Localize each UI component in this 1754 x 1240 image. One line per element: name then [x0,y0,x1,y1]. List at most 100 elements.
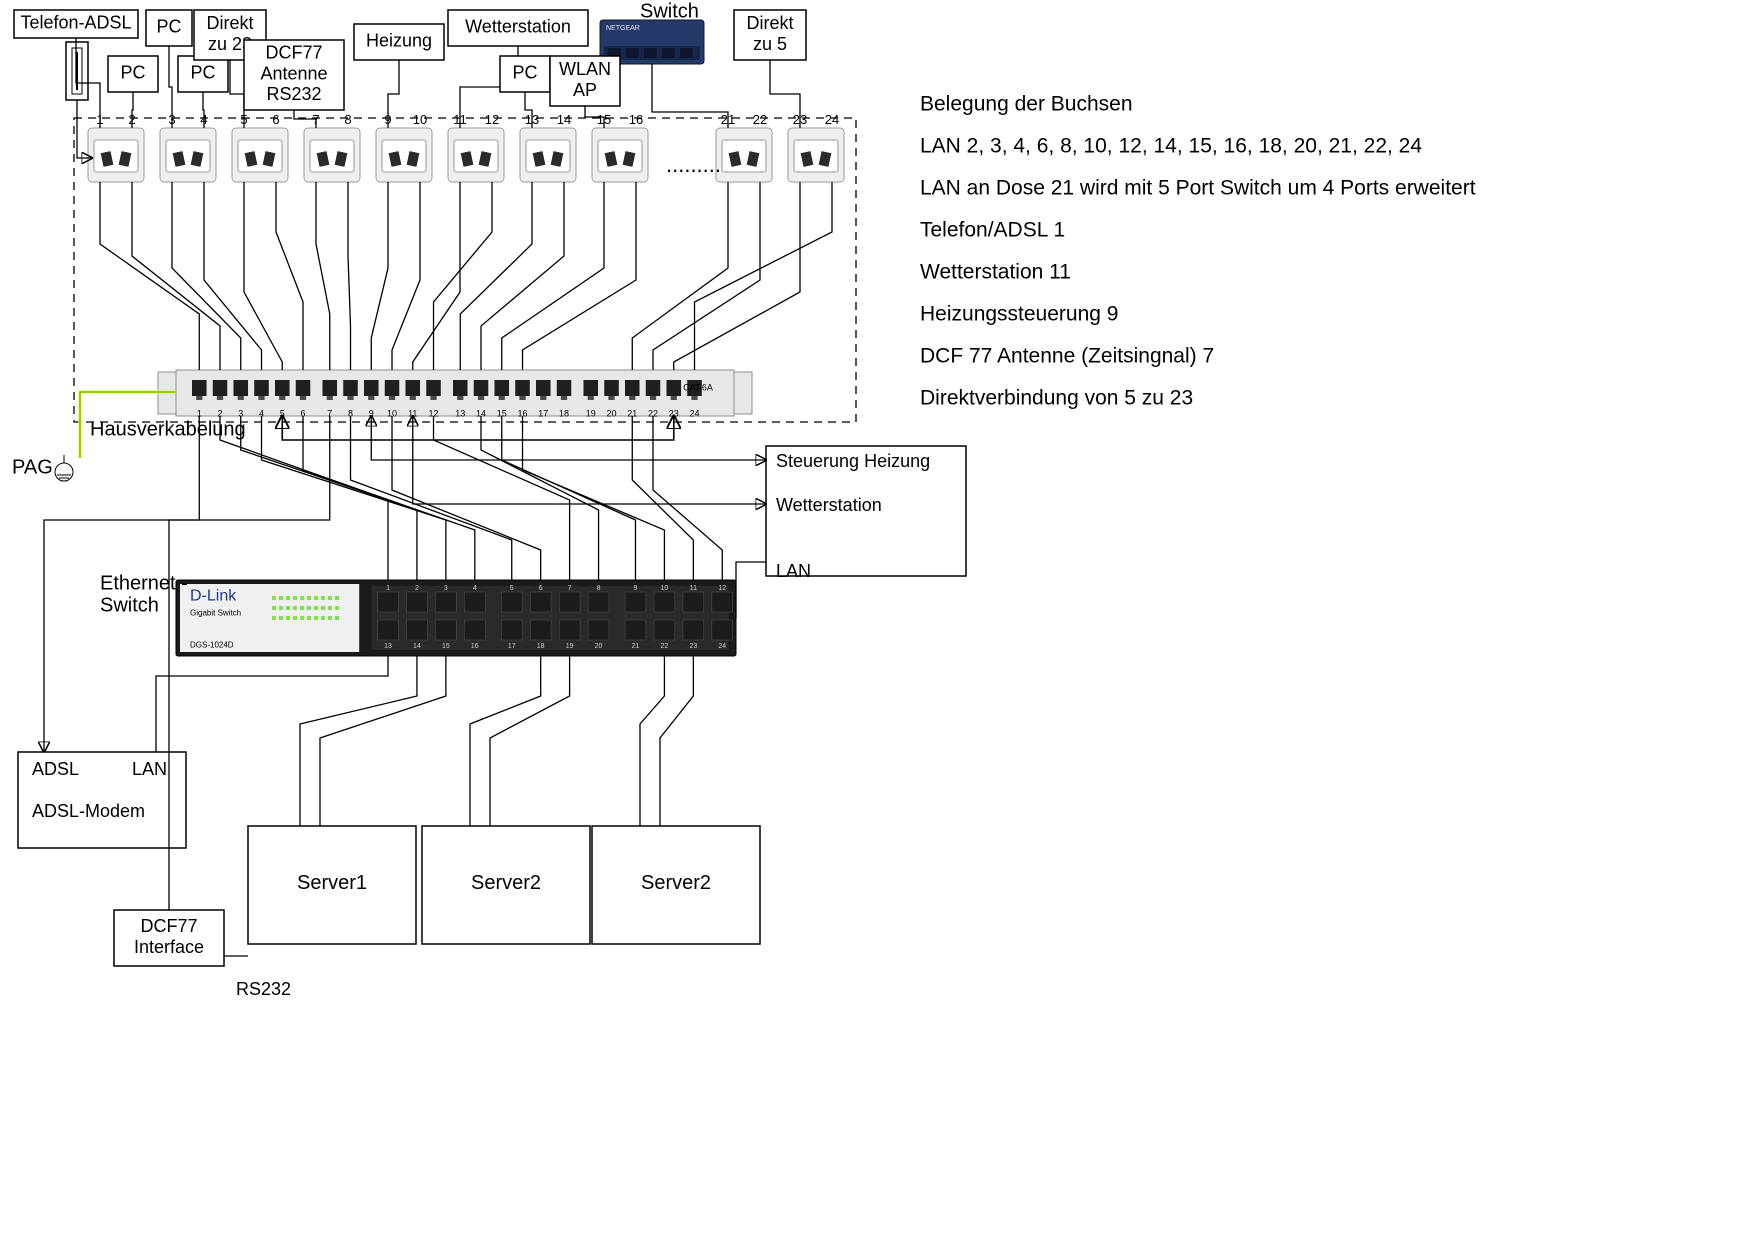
server-box: Server2 [592,826,760,944]
port-label: 6 [272,112,279,127]
device-label-box: PC [500,56,550,92]
dcf77-interface: DCF77Interface [114,910,224,966]
switch-port-label: 23 [689,643,697,650]
pag-label: PAG [12,457,53,479]
text: Direkt [746,13,793,33]
adsl-modem: ADSL LAN ADSL-Modem [18,752,186,848]
switch-port-label: 10 [661,585,669,592]
text: Heizung [366,30,432,50]
text: PC [156,16,181,36]
legend-line: LAN 2, 3, 4, 6, 8, 10, 12, 14, 15, 16, 1… [920,134,1422,157]
server-box: Server2 [422,826,590,944]
text: Direkt [206,13,253,33]
switch-port-label: 17 [508,643,516,650]
text: LAN [132,759,167,779]
text: AP [573,80,597,100]
port-label: 24 [825,112,839,127]
server-box: Server1 [248,826,416,944]
switch-sub: Gigabit Switch [190,609,241,618]
patch-port-label: 18 [559,408,569,418]
legend-line: Wetterstation 11 [920,260,1071,283]
text: Telefon-ADSL [20,12,131,32]
patch-label: CAT.6A [683,382,713,392]
mini-switch-label: Switch [640,1,699,23]
switch-port-label: 13 [384,643,392,650]
device-label-box: WLANAP [550,56,620,106]
device-label-box: DCF77AntenneRS232 [244,40,344,110]
legend-line: LAN an Dose 21 wird mit 5 Port Switch um… [920,176,1476,199]
port-label: 22 [753,112,767,127]
switch-port-label: 14 [413,643,421,650]
ethernet-switch-label: Ethernet - [100,573,188,595]
text: Server1 [297,872,367,894]
text: ADSL-Modem [32,801,145,821]
device-label-box: PC [108,56,158,92]
mini-switch-brand: NETGEAR [606,25,640,32]
patch-port-label: 20 [607,408,617,418]
switch-port-label: 3 [444,585,448,592]
device-label-box: Direktzu 5 [734,10,806,60]
legend-line: Belegung der Buchsen [920,92,1133,115]
text: zu 5 [753,34,787,54]
switch-port-label: 19 [566,643,574,650]
ethernet-switch-label: Switch [100,595,159,617]
text: Interface [134,937,204,957]
switch-port-label: 21 [632,643,640,650]
patch-port-label: 19 [586,408,596,418]
text: WLAN [559,59,611,79]
device-label-box: Telefon-ADSL [14,10,138,38]
switch-port-label: 8 [597,585,601,592]
controller-label: Wetterstation [776,495,882,515]
patch-port-label: 17 [538,408,548,418]
switch-port-label: 18 [537,643,545,650]
text: RS232 [266,84,321,104]
switch-port-label: 12 [718,585,726,592]
controller-box: Steuerung Heizung Wetterstation LAN [766,446,966,581]
port-label: 8 [344,112,351,127]
switch-port-label: 5 [510,585,514,592]
ethernet-switch: D-LinkGigabit SwitchDGS-1024D11321431541… [176,580,736,656]
switch-port-label: 11 [690,585,697,592]
text: PC [190,62,215,82]
device-label-box: PC [146,10,192,46]
text: Server2 [471,872,541,894]
device-label-box: Heizung [354,24,444,60]
text: Antenne [260,63,327,83]
text: Wetterstation [465,16,571,36]
patch-panel: 123456789101112131415161718192021222324C… [158,370,752,418]
controller-label: LAN [776,561,811,581]
text: ADSL [32,759,79,779]
ellipsis: ......... [666,152,721,177]
switch-port-label: 7 [568,585,572,592]
rs232-label: RS232 [236,979,291,999]
switch-port-label: 24 [718,643,726,650]
switch-port-label: 15 [442,643,450,650]
controller-label: Steuerung Heizung [776,451,930,471]
switch-port-label: 22 [661,643,669,650]
device-label-box: PC [178,56,228,92]
text: DCF77 [140,916,197,936]
switch-port-label: 20 [595,643,603,650]
text: PC [512,62,537,82]
telefon-jack [66,42,88,100]
patch-port-label: 24 [690,408,700,418]
switch-port-label: 9 [634,585,638,592]
switch-brand: D-Link [190,587,237,604]
port-label: 12 [485,112,499,127]
legend-line: DCF 77 Antenne (Zeitsingnal) 7 [920,344,1214,367]
port-label: 10 [413,112,427,127]
device-label-box: Wetterstation [448,10,588,46]
switch-port-label: 6 [539,585,543,592]
legend-line: Direktverbindung von 5 zu 23 [920,386,1193,409]
switch-port-label: 2 [415,585,419,592]
legend-line: Telefon/ADSL 1 [920,218,1065,241]
port-label: 16 [629,112,643,127]
port-label: 14 [557,112,571,127]
switch-model: DGS-1024D [190,641,234,650]
text: DCF77 [265,43,322,63]
hausverkabelung-label: Hausverkabelung [90,419,246,441]
patch-port-label: 13 [455,408,465,418]
legend-line: Heizungssteuerung 9 [920,302,1118,325]
text: Server2 [641,872,711,894]
switch-port-label: 1 [386,585,390,592]
